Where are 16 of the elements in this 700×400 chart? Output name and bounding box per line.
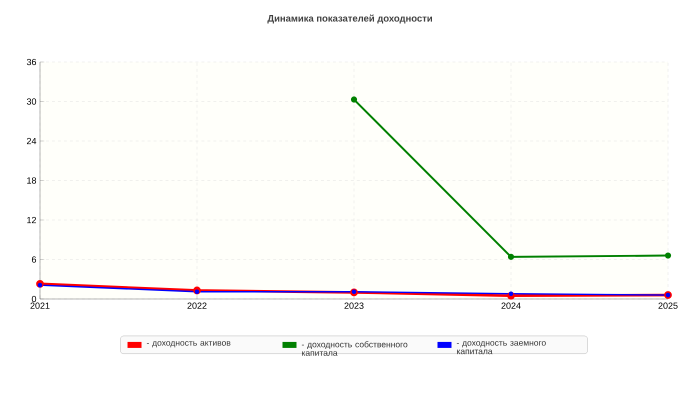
legend-label: - доходность собственного капитала xyxy=(302,341,408,356)
x-tick-label: 2021 xyxy=(30,302,50,309)
y-tick-label: 30 xyxy=(26,98,36,105)
x-tick-label: 2025 xyxy=(658,302,678,309)
legend-label: - доходность активов xyxy=(146,341,230,348)
y-tick-label: 18 xyxy=(27,177,36,184)
x-tick-label: 2023 xyxy=(344,302,364,309)
y-tick-label: 0 xyxy=(32,296,36,302)
x-tick-label: 2022 xyxy=(187,302,207,309)
y-tick-label: 24 xyxy=(26,138,36,144)
chart-title: Динамика показателей доходности xyxy=(267,14,432,24)
y-tick-label: 12 xyxy=(27,216,36,224)
x-tick-label: 2024 xyxy=(501,302,521,309)
legend-label: - доходность заемного капитала xyxy=(456,341,546,354)
y-tick-label: 6 xyxy=(32,256,36,263)
y-tick-label: 36 xyxy=(26,58,36,66)
